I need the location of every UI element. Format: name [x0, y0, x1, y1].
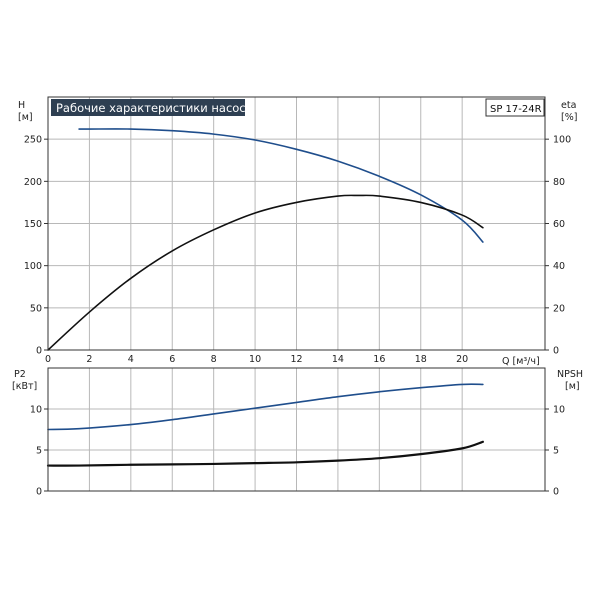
npsh-tick-label: 5: [553, 446, 559, 457]
y-left-tick-label: 150: [24, 219, 42, 230]
top-plot-frame: [47, 96, 546, 351]
y-left-tick-label: 250: [24, 135, 42, 146]
y-left-axis-unit: [м]: [18, 112, 33, 123]
model-label: SP 17-24R: [490, 104, 542, 115]
y-right-axis-unit: [%]: [561, 112, 577, 123]
y-left-tick-label: 0: [36, 346, 42, 357]
y-right-axis-name: eta: [561, 100, 576, 111]
chart-title-box: [51, 99, 245, 116]
y-right-tick-label: 100: [553, 135, 571, 146]
head-curve: [78, 128, 484, 243]
x-tick-label: 0: [45, 354, 51, 365]
efficiency-curve: [47, 194, 484, 351]
y-left-axis-name: H: [18, 100, 25, 111]
y-left-tick-label: 100: [24, 261, 42, 272]
chart-title: Рабочие характеристики насоса: [56, 101, 253, 115]
x-tick-label: 14: [332, 354, 344, 365]
npsh-tick-label: 0: [553, 487, 559, 498]
y-right-tick-label: 40: [553, 261, 565, 272]
p2-axis-name: P2: [14, 369, 26, 380]
x-tick-label: 2: [86, 354, 92, 365]
x-tick-label: 16: [373, 354, 385, 365]
p2-tick-label: 10: [30, 405, 42, 416]
p2-axis-unit: [кВт]: [12, 381, 37, 392]
y-right-tick-label: 60: [553, 219, 565, 230]
x-tick-label: 20: [456, 354, 468, 365]
x-axis-label: Q [м³/ч]: [502, 356, 540, 367]
x-tick-label: 8: [211, 354, 217, 365]
x-tick-label: 12: [290, 354, 302, 365]
npsh-curve: [46, 440, 484, 467]
p2-tick-label: 5: [36, 446, 42, 457]
y-right-tick-label: 0: [553, 346, 559, 357]
npsh-tick-label: 10: [553, 405, 565, 416]
y-right-tick-label: 80: [553, 177, 565, 188]
x-tick-label: 18: [415, 354, 427, 365]
p2-tick-label: 0: [36, 487, 42, 498]
npsh-axis-name: NPSH: [557, 369, 583, 380]
x-tick-label: 6: [169, 354, 175, 365]
y-left-tick-label: 200: [24, 177, 42, 188]
bottom-plot-frame: [47, 367, 546, 492]
power-curve: [47, 383, 484, 431]
x-tick-label: 4: [128, 354, 134, 365]
x-tick-label: 10: [249, 354, 261, 365]
npsh-axis-unit: [м]: [565, 381, 580, 392]
y-left-tick-label: 50: [30, 303, 42, 314]
model-label-box: [485, 98, 545, 117]
y-right-tick-label: 20: [553, 303, 565, 314]
